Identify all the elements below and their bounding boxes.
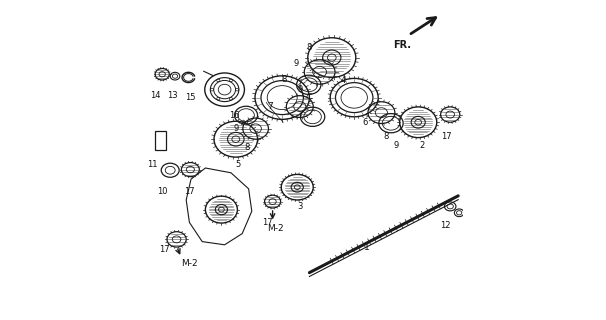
Text: 17: 17 [159, 245, 170, 254]
Text: 1: 1 [364, 243, 370, 252]
Text: 11: 11 [147, 160, 157, 169]
Text: 13: 13 [167, 92, 178, 100]
Text: 8: 8 [306, 43, 311, 52]
Text: 15: 15 [185, 93, 196, 102]
Text: 14: 14 [150, 92, 161, 100]
Text: FR.: FR. [393, 40, 411, 50]
Text: 4: 4 [341, 76, 345, 85]
Text: 9: 9 [393, 141, 398, 150]
Text: 9: 9 [293, 60, 299, 68]
Text: 17: 17 [184, 188, 195, 196]
Text: 17: 17 [441, 132, 451, 141]
Text: 3: 3 [297, 202, 302, 211]
Text: 12: 12 [440, 221, 451, 230]
Text: 10: 10 [157, 188, 167, 196]
Text: 6: 6 [363, 118, 368, 127]
Text: 2: 2 [419, 141, 425, 150]
Text: 8: 8 [281, 75, 287, 84]
Text: M-2: M-2 [267, 224, 284, 233]
Text: 9: 9 [233, 124, 238, 133]
Text: 7: 7 [267, 102, 273, 111]
Text: 16: 16 [229, 111, 239, 120]
Text: 8: 8 [384, 132, 389, 141]
Text: 8: 8 [244, 143, 250, 152]
Text: M-2: M-2 [181, 259, 198, 268]
Text: 9: 9 [297, 85, 302, 94]
Text: 17: 17 [262, 218, 273, 227]
Text: 5: 5 [236, 160, 241, 169]
